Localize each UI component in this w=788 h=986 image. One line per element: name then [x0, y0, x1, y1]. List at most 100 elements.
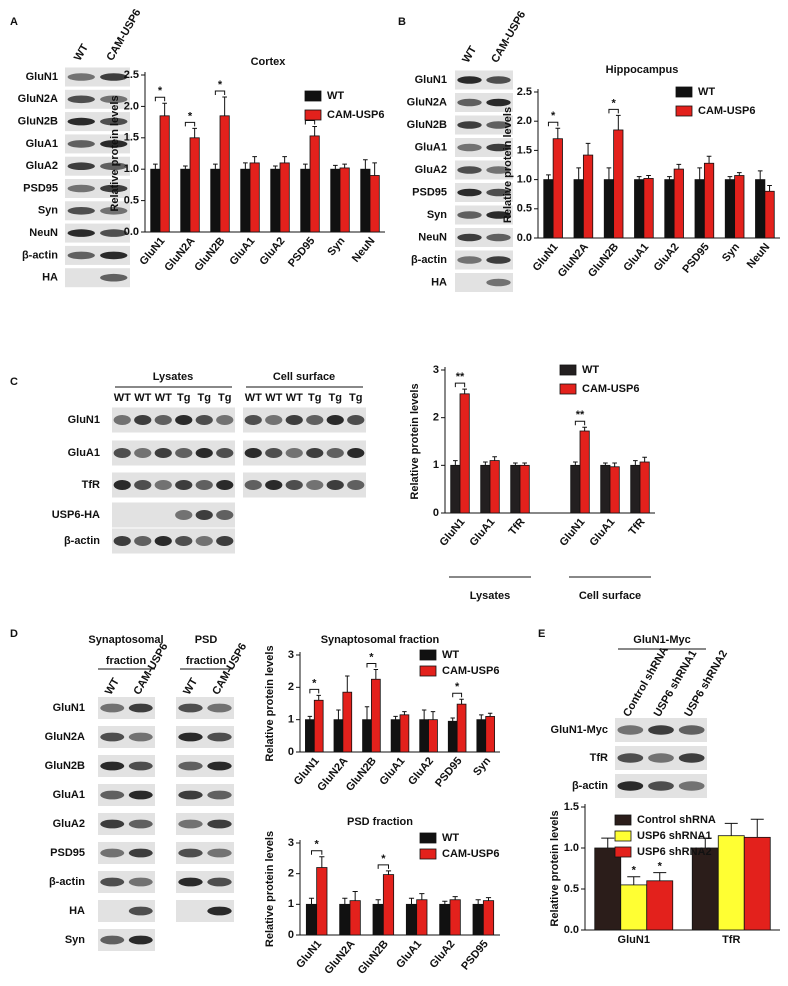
y-tick-label: 0	[288, 929, 294, 941]
blot-band	[216, 480, 234, 490]
lane-label: WT	[134, 392, 151, 404]
blot-band	[195, 415, 213, 425]
blot-band	[617, 753, 644, 763]
significance: **	[456, 371, 465, 383]
bar	[369, 175, 380, 233]
blot-row-label: GluN1-Myc	[551, 724, 608, 736]
legend-label: CAM-USP6	[442, 848, 499, 860]
legend-label: CAM-USP6	[442, 665, 499, 677]
lane-label: WT	[460, 44, 479, 65]
x-tick-label: TfR	[507, 516, 528, 538]
error-bar	[615, 114, 621, 130]
error-bar	[603, 462, 608, 466]
significance: *	[312, 677, 317, 689]
legend-label: CAM-USP6	[582, 383, 639, 395]
bar	[428, 719, 438, 753]
significance: *	[551, 110, 556, 122]
blot-band	[100, 273, 128, 282]
bar	[620, 884, 648, 931]
y-tick-label: 2	[288, 868, 294, 880]
bar	[316, 867, 328, 936]
blot-band	[207, 732, 232, 742]
blot-band	[67, 162, 95, 170]
error-bar	[307, 715, 313, 720]
significance: *	[369, 651, 374, 663]
x-tick-label: TfR	[627, 516, 648, 538]
blot-row-label: PSD95	[50, 847, 85, 859]
blot-strip	[65, 201, 130, 221]
blot-band	[195, 510, 213, 520]
y-tick-label: 1.5	[124, 132, 139, 144]
blot-row-label: PSD95	[412, 186, 447, 198]
x-tick-label: GluA2	[652, 241, 682, 274]
error-bar	[633, 460, 638, 466]
blot-strip	[98, 726, 155, 748]
blot-header: PSD	[195, 634, 218, 646]
bar	[210, 168, 221, 233]
error-bar	[430, 711, 436, 720]
x-tick-label: Syn	[471, 755, 493, 778]
error-bar	[750, 818, 764, 838]
blot-row-label: TfR	[590, 752, 608, 764]
bar	[694, 179, 705, 239]
bar	[755, 179, 766, 239]
blot-band	[100, 877, 125, 887]
blot-band	[486, 143, 511, 152]
y-tick-label: 3	[433, 364, 439, 376]
error-bar	[736, 172, 742, 176]
x-tick-label: GluN1	[531, 241, 561, 274]
blot-band	[178, 848, 203, 858]
blot-strip	[176, 900, 234, 922]
error-bar	[576, 167, 582, 180]
lane-label: WT	[72, 42, 91, 63]
error-bar	[153, 163, 158, 170]
blot-band	[67, 140, 95, 148]
blot-band	[128, 906, 153, 916]
error-bar	[273, 165, 278, 170]
error-bar	[373, 669, 379, 680]
legend-label: WT	[582, 364, 599, 376]
blot-strip	[455, 183, 513, 202]
x-tick-label: GluA2	[428, 938, 458, 971]
error-bar	[487, 712, 493, 717]
blot-row-label: β-actin	[49, 876, 85, 888]
blot-band	[100, 162, 128, 170]
x-tick-label: GluN2B	[356, 938, 391, 977]
blot-band	[178, 761, 203, 771]
bar	[717, 835, 745, 931]
blot-band	[648, 725, 674, 735]
bar	[570, 464, 581, 514]
blot-band	[195, 448, 213, 458]
error-bar	[555, 127, 561, 139]
error-bar	[308, 897, 315, 905]
blot-band	[178, 703, 203, 713]
blot-band	[154, 480, 172, 490]
bar	[450, 464, 461, 514]
blot-band	[128, 732, 153, 742]
error-bar	[479, 714, 484, 720]
legend-swatch	[304, 90, 322, 102]
blot-band	[306, 415, 324, 425]
blot-row-label: β-actin	[572, 780, 608, 792]
y-axis-label: Relative protein levels	[264, 645, 276, 761]
blot-band	[486, 233, 511, 242]
error-bar	[312, 125, 317, 136]
blot-strip	[65, 223, 130, 243]
significance: *	[611, 97, 616, 109]
blot-row-label: GluN1	[26, 71, 58, 83]
blot-row-label: Syn	[65, 934, 85, 946]
legend-label: WT	[442, 832, 459, 844]
error-bar	[336, 709, 341, 720]
blot-band	[306, 480, 324, 490]
bar	[390, 719, 401, 753]
bar	[613, 129, 624, 239]
blot-strip	[65, 268, 130, 288]
blot-band	[244, 415, 262, 425]
blot-strip	[176, 697, 234, 719]
blot-band	[648, 781, 674, 791]
bar	[449, 899, 461, 936]
y-tick-label: 0.0	[517, 232, 532, 244]
error-bar	[222, 96, 227, 116]
blot-band	[457, 166, 482, 174]
